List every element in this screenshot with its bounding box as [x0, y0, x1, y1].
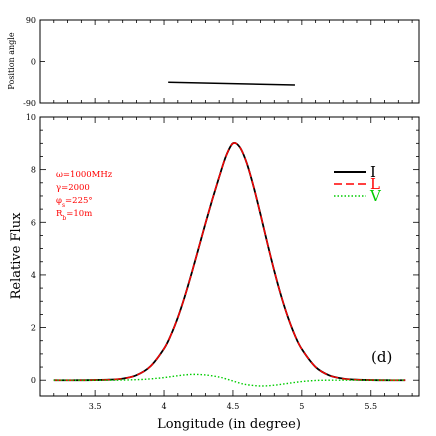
top-y-tick-label: 90: [26, 16, 36, 25]
bottom-panel-series: [53, 141, 406, 387]
top-y-tick-label: 0: [31, 58, 36, 67]
legend-label-v: V: [369, 187, 382, 205]
bottom-y-tick-label: 6: [31, 218, 36, 227]
legend-label-i: I: [370, 163, 376, 181]
top-panel-y-axis-title: Position angle: [7, 32, 16, 89]
top-y-tick-label: -90: [23, 99, 36, 108]
param-phi: φs=225°: [56, 196, 93, 209]
legend-label-l: L: [370, 175, 380, 193]
bottom-panel-y-axis-title: Relative Flux: [9, 212, 24, 299]
bottom-x-tick-label: 3.5: [89, 402, 102, 411]
bottom-panel-x-axis-title: Longitude (in degree): [157, 417, 301, 432]
bottom-y-tick-label: 10: [26, 113, 36, 122]
param-radius: Rb=10m: [56, 209, 92, 222]
bottom-y-tick-label: 2: [31, 324, 36, 333]
bottom-y-tick-label: 8: [31, 166, 36, 175]
series-line-l: [53, 142, 406, 381]
bottom-panel: 0 2 4 6 8 10 3.5 4 4.5 5 5.5 Relative Flux Longit…: [9, 113, 420, 432]
legend: I L V: [334, 163, 382, 205]
top-panel-ticks: [40, 19, 419, 104]
parameter-annotations: ω=1000MHz γ=2000 φs=225° Rb=10m: [56, 170, 113, 222]
bottom-x-tick-label: 4: [161, 402, 166, 411]
bottom-panel-frame: [39, 116, 420, 397]
panel-tag: (d): [371, 348, 392, 366]
top-series-line: [168, 81, 295, 86]
param-gamma: γ=2000: [56, 183, 90, 193]
series-line-v: [53, 373, 406, 387]
top-panel-y-tick-labels: -90 0 90: [23, 16, 36, 108]
bottom-panel-y-tick-labels: 0 2 4 6 8 10: [26, 113, 36, 385]
bottom-x-tick-label: 5.5: [364, 402, 377, 411]
bottom-y-tick-label: 0: [31, 376, 36, 385]
top-panel-frame: [39, 19, 420, 104]
bottom-x-tick-label: 4.5: [227, 402, 240, 411]
bottom-x-tick-label: 5: [299, 402, 304, 411]
bottom-panel-ticks: [40, 116, 419, 396]
top-panel-series: [168, 81, 295, 86]
param-frequency: ω=1000MHz: [56, 170, 113, 180]
top-panel: -90 0 90 Position angle: [7, 16, 420, 108]
bottom-y-tick-label: 4: [31, 271, 36, 280]
bottom-panel-x-tick-labels: 3.5 4 4.5 5 5.5: [89, 402, 377, 411]
